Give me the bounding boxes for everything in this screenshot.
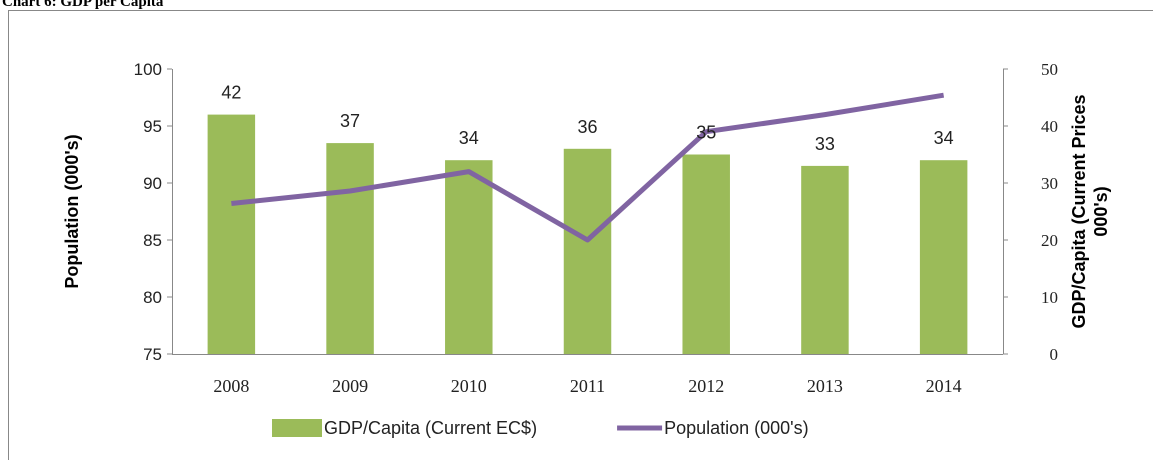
- x-tick-label: 2009: [332, 376, 368, 396]
- y2-tick-label: 10: [1041, 288, 1058, 307]
- y2-tick-label: 40: [1041, 117, 1058, 136]
- x-tick-label: 2012: [688, 376, 724, 396]
- y-axis-title: Population (000's): [62, 134, 82, 288]
- legend-swatch: [272, 419, 322, 437]
- y-tick-label: 80: [143, 288, 162, 307]
- data-label: 34: [934, 128, 954, 148]
- y2-tick-label: 50: [1041, 60, 1058, 79]
- y2-tick-label: 20: [1041, 231, 1058, 250]
- data-label: 36: [577, 117, 597, 137]
- x-tick-label: 2011: [570, 376, 605, 396]
- y-tick-label: 90: [143, 174, 162, 193]
- bar: [208, 115, 255, 354]
- x-tick-label: 2013: [807, 376, 843, 396]
- bar: [682, 155, 729, 355]
- bar: [801, 166, 848, 354]
- x-tick-label: 2010: [451, 376, 487, 396]
- bar: [920, 160, 967, 354]
- x-tick-label: 2014: [926, 376, 962, 396]
- data-label: 35: [696, 123, 716, 143]
- legend-label: Population (000's): [664, 418, 809, 438]
- y2-tick-label: 30: [1041, 174, 1058, 193]
- data-label: 42: [221, 83, 241, 103]
- chart-title: Chart 6: GDP per Capita: [2, 0, 164, 10]
- y2-tick-label: 0: [1050, 345, 1059, 364]
- data-label: 34: [459, 128, 479, 148]
- data-label: 33: [815, 134, 835, 154]
- x-tick-label: 2008: [213, 376, 249, 396]
- y-tick-label: 100: [134, 60, 162, 79]
- y-tick-label: 75: [143, 345, 162, 364]
- legend-label: GDP/Capita (Current EC$): [324, 418, 537, 438]
- bar: [445, 160, 492, 354]
- bar: [326, 143, 373, 354]
- data-label: 37: [340, 111, 360, 131]
- y-tick-label: 95: [143, 117, 162, 136]
- y-tick-label: 85: [143, 231, 162, 250]
- bar: [564, 149, 611, 354]
